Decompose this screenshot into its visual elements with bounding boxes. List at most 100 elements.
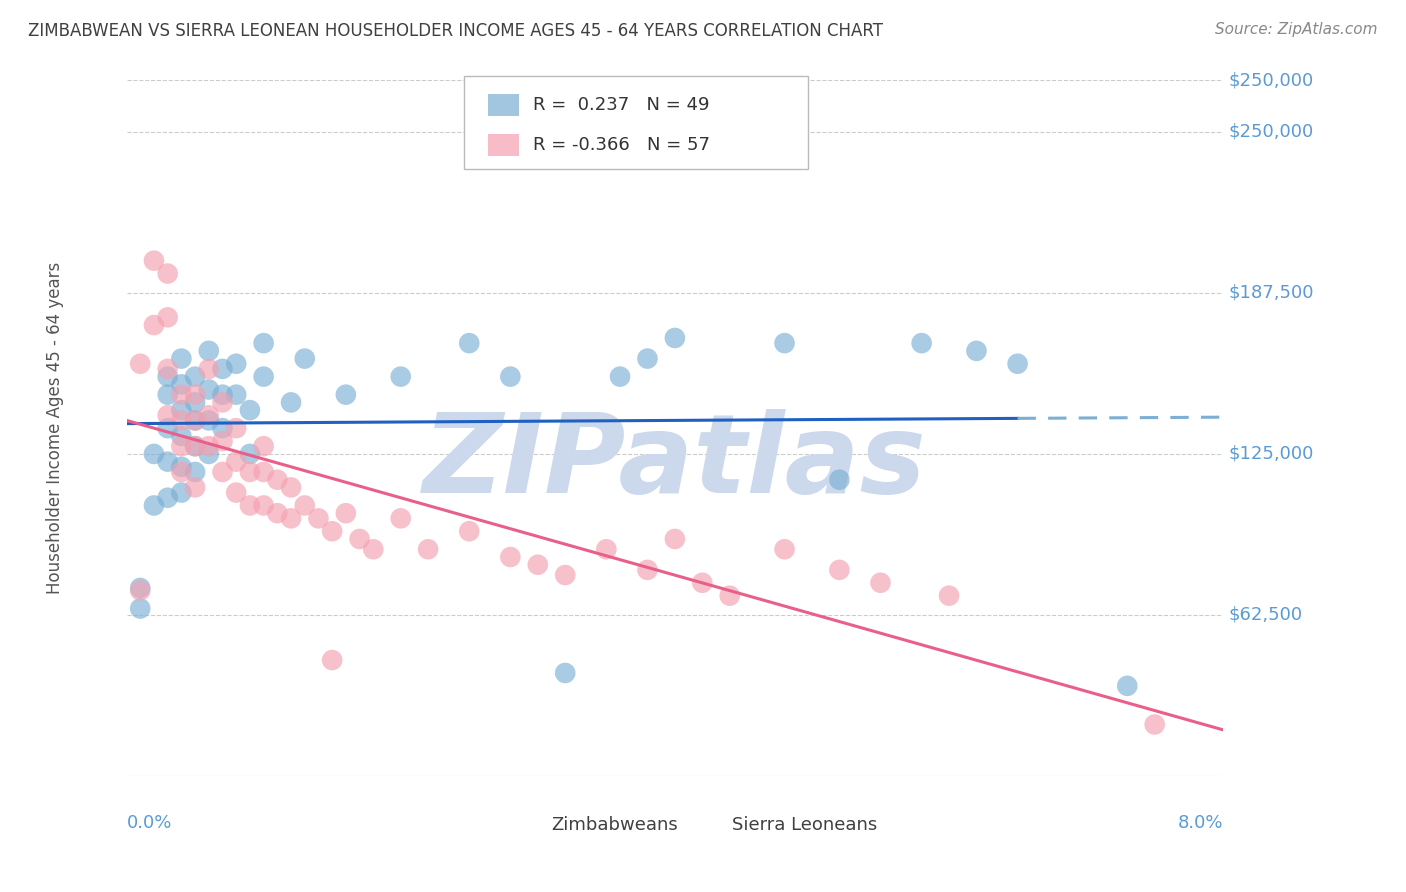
Point [184,439,207,453]
Point [938,589,960,603]
Point [156,310,179,325]
Point [170,459,193,474]
Point [129,357,152,371]
Point [211,387,233,401]
Point [225,485,247,500]
Point [197,413,219,427]
Point [389,369,412,384]
Point [239,499,262,513]
Point [636,351,658,366]
Point [211,421,233,435]
Point [828,563,851,577]
FancyBboxPatch shape [527,815,547,835]
Point [321,524,343,539]
Point [349,532,371,546]
Point [197,362,219,376]
Point [211,434,233,448]
Point [156,455,179,469]
Point [636,563,658,577]
Point [211,395,233,409]
Point [156,409,179,423]
Point [184,387,207,401]
Point [143,318,166,332]
Point [692,575,714,590]
Point [197,439,219,453]
Text: R =  0.237   N = 49: R = 0.237 N = 49 [533,95,710,114]
Point [266,506,288,520]
Point [170,485,193,500]
Point [1007,357,1029,371]
Text: $62,500: $62,500 [1229,606,1303,624]
Point [280,480,302,494]
Point [239,465,262,479]
Point [718,589,741,603]
Point [773,542,796,557]
Point [170,387,193,401]
Point [239,447,262,461]
Text: Sierra Leoneans: Sierra Leoneans [733,816,877,834]
Point [253,369,276,384]
Point [156,491,179,505]
Point [294,351,316,366]
Point [294,499,316,513]
Text: Zimbabweans: Zimbabweans [551,816,678,834]
Point [197,409,219,423]
Point [416,542,439,557]
Point [225,455,247,469]
Point [363,542,385,557]
Point [1116,679,1139,693]
Point [1143,717,1166,731]
Point [526,558,548,572]
Point [664,331,686,345]
Point [253,465,276,479]
Point [554,665,576,680]
Point [184,439,207,453]
Point [184,395,207,409]
Point [184,480,207,494]
Point [389,511,412,525]
Point [225,387,247,401]
Point [197,343,219,358]
Point [253,439,276,453]
Point [239,403,262,417]
Point [253,499,276,513]
Point [184,465,207,479]
Point [197,383,219,397]
Point [170,429,193,443]
Point [129,601,152,615]
Text: ZIMBABWEAN VS SIERRA LEONEAN HOUSEHOLDER INCOME AGES 45 - 64 YEARS CORRELATION C: ZIMBABWEAN VS SIERRA LEONEAN HOUSEHOLDER… [28,22,883,40]
Point [170,439,193,453]
Point [156,267,179,281]
Point [307,511,329,525]
Point [156,362,179,376]
Point [129,583,152,598]
Point [225,357,247,371]
Text: Householder Income Ages 45 - 64 years: Householder Income Ages 45 - 64 years [46,262,65,594]
Text: Source: ZipAtlas.com: Source: ZipAtlas.com [1215,22,1378,37]
Point [335,387,357,401]
Text: ZIPatlas: ZIPatlas [423,409,927,516]
Point [170,413,193,427]
Point [156,369,179,384]
Point [211,362,233,376]
Point [869,575,891,590]
Point [280,395,302,409]
Text: $187,500: $187,500 [1229,284,1315,301]
Point [170,465,193,479]
Point [170,351,193,366]
Point [143,499,166,513]
Point [211,465,233,479]
Point [129,581,152,595]
Point [828,473,851,487]
Point [499,549,522,564]
Point [911,336,934,351]
Point [335,506,357,520]
Point [321,653,343,667]
Point [458,524,481,539]
Point [156,421,179,435]
Point [170,377,193,392]
Point [184,413,207,427]
Point [458,336,481,351]
Text: R = -0.366   N = 57: R = -0.366 N = 57 [533,136,710,154]
Point [143,447,166,461]
